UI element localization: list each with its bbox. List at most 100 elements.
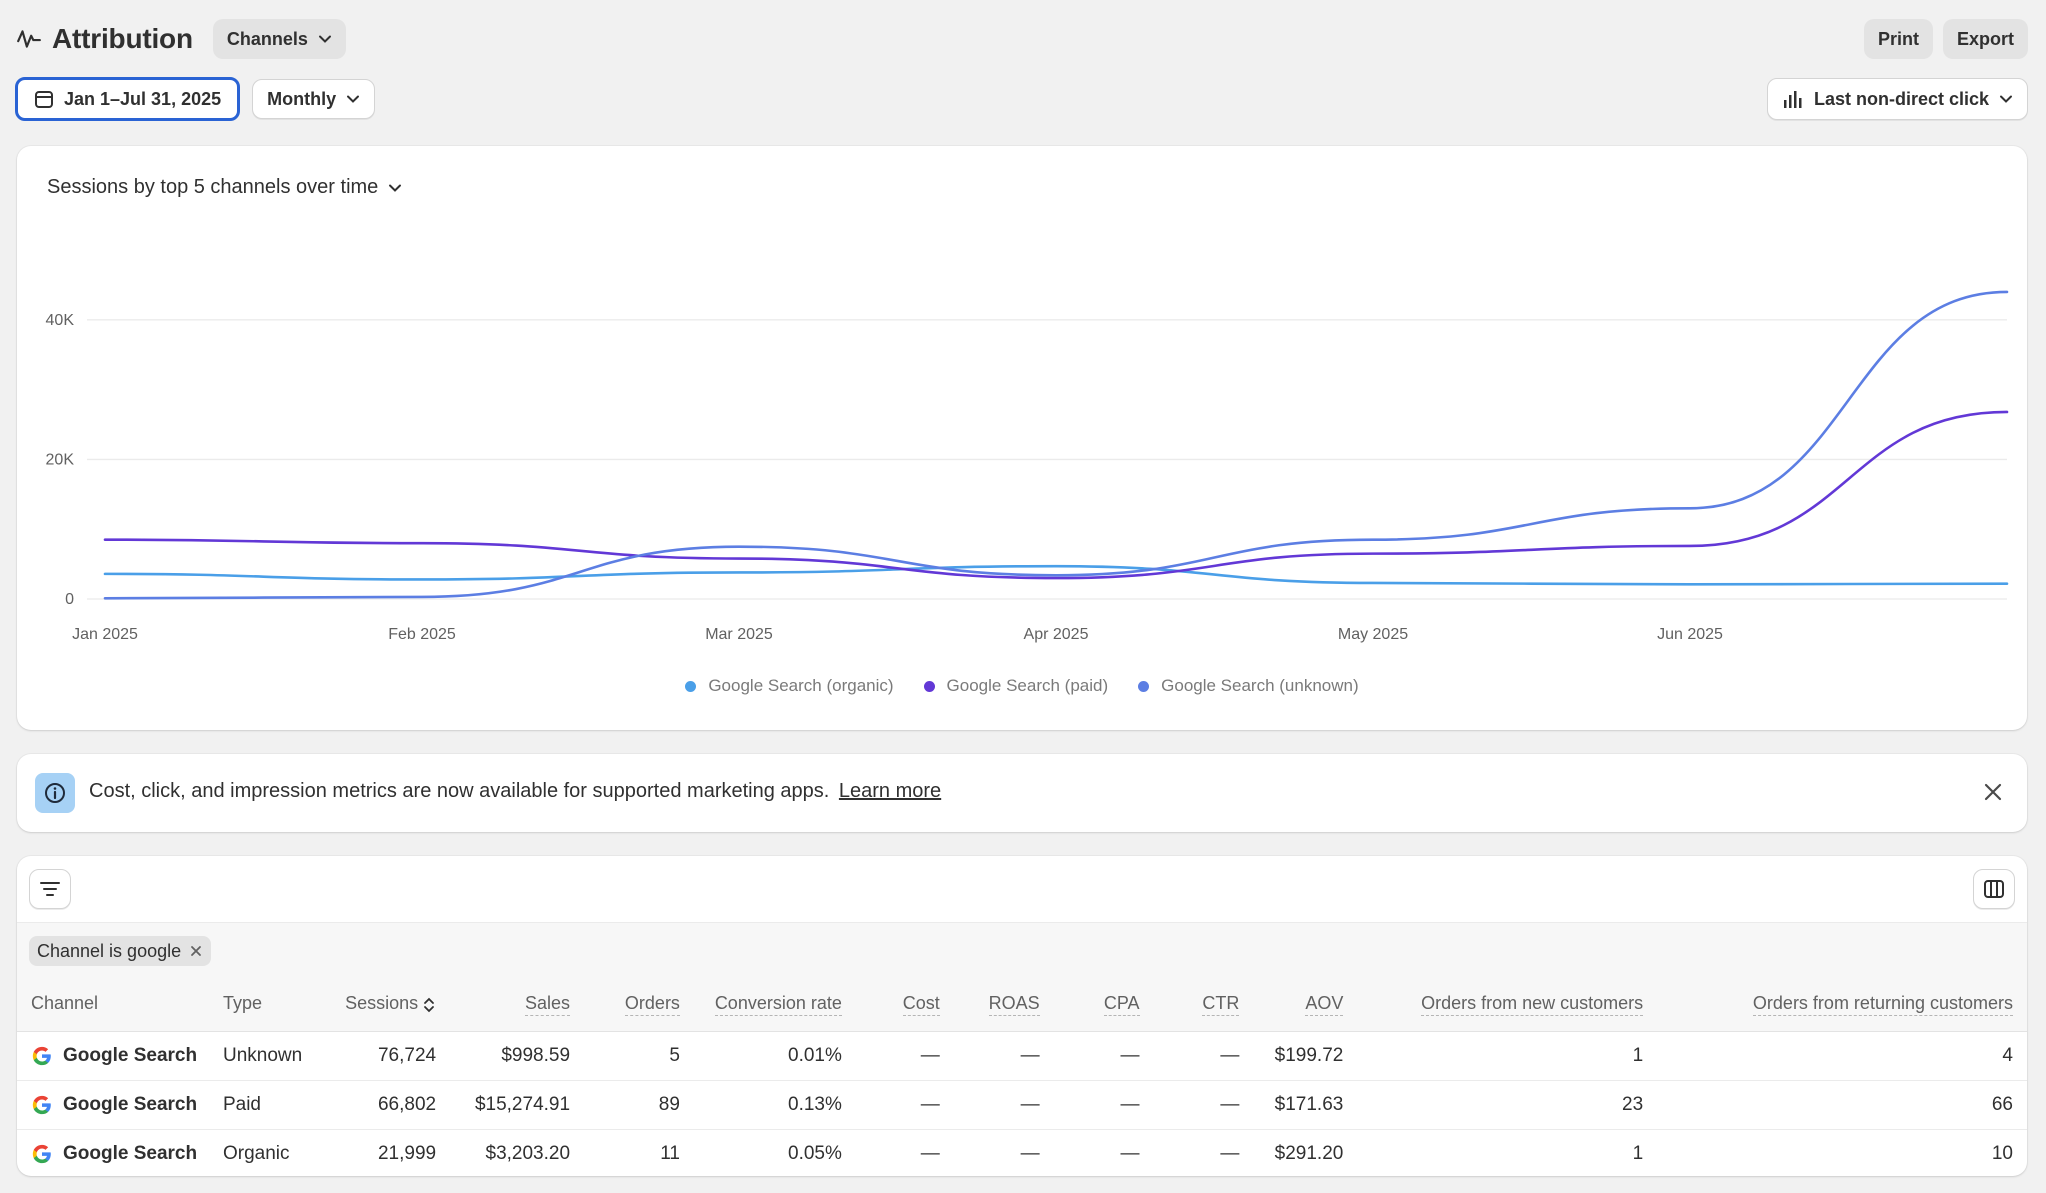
cell-conversion-rate: 0.01% [689,1031,852,1081]
cell-cpa: — [1049,1080,1150,1130]
analytics-icon [17,30,41,48]
filter-bar: Jan 1–Jul 31, 2025 Monthly Last non-dire… [15,77,2028,121]
column-header-orders[interactable]: Orders [580,977,690,1032]
remove-filter-icon[interactable] [189,944,203,958]
columns-button[interactable] [1973,869,2015,909]
x-tick-label: Jan 2025 [72,626,138,643]
cell-orders-from-new-customers: 1 [1353,1031,1654,1081]
legend-label: Google Search (organic) [708,676,894,695]
column-header-conversion-rate[interactable]: Conversion rate [689,977,852,1032]
header-actions: Print Export [1863,19,2028,59]
cell-orders-from-returning-customers: 4 [1653,1031,2027,1081]
date-range-picker[interactable]: Jan 1–Jul 31, 2025 [15,77,241,121]
cell-ctr: — [1149,1080,1250,1130]
banner-message: Cost, click, and impression metrics are … [89,780,941,803]
column-header-label: Sales [525,993,571,1017]
legend-label: Google Search (unknown) [1161,676,1359,695]
google-icon [32,1144,51,1163]
legend-item[interactable]: Google Search (unknown) [1138,676,1359,696]
granularity-dropdown[interactable]: Monthly [252,79,376,119]
cell-aov: $291.20 [1274,1142,1344,1164]
channel-name[interactable]: Google Search [31,1094,203,1116]
top-bar: Attribution Channels Print Export [16,18,2028,60]
table-row[interactable]: Google Search Organic 21,999 $3,203.20 11 0.0… [17,1129,2027,1176]
filter-sort-button[interactable] [29,869,71,909]
filter-chip-label: Channel is google [37,940,182,961]
x-tick-label: Apr 2025 [1024,626,1089,643]
cell-sessions: 76,724 [312,1031,447,1081]
x-tick-label: Jun 2025 [1657,626,1723,643]
table-header-row: Channel Type Sessions Sales Orders Conversion… [17,977,2027,1032]
channel-label: Google Search [63,1142,198,1164]
column-header-sales[interactable]: Sales [446,977,581,1032]
filter-lines-icon [40,882,60,896]
cell-cost: — [851,1080,950,1130]
column-header-orders-from-new-customers[interactable]: Orders from new customers [1353,977,1654,1032]
series-line-google-search-unknown [103,290,2009,600]
x-tick-label: Mar 2025 [705,626,773,643]
filter-chip[interactable]: Channel is google [29,936,212,966]
column-header-sessions[interactable]: Sessions [312,977,447,1032]
cell-cpa: — [1120,1142,1140,1164]
column-header-cpa[interactable]: CPA [1049,977,1150,1032]
close-icon[interactable] [1981,780,2005,804]
cell-roas: — [949,1080,1050,1130]
column-header-label: Sessions [345,993,419,1014]
channel-name[interactable]: Google Search [31,1045,203,1067]
cell-roas: — [1020,1142,1040,1164]
cell-sessions: 21,999 [377,1142,437,1164]
attribution-model-dropdown[interactable]: Last non-direct click [1766,78,2028,120]
filter-chip-row: Channel is google [17,923,2027,977]
learn-more-link[interactable]: Learn more [838,780,942,802]
channels-dropdown[interactable]: Channels [212,19,346,59]
cell-conversion-rate: 0.13% [689,1080,852,1130]
column-header-label: AOV [1305,993,1344,1017]
legend-dot [923,680,935,692]
export-button[interactable]: Export [1942,19,2028,59]
column-header-aov[interactable]: AOV [1249,977,1354,1032]
column-header-label: Orders from new customers [1421,993,1644,1017]
cell-orders-from-returning-customers: 10 [1991,1142,2013,1164]
chart-metric-dropdown[interactable]: Sessions by top 5 channels over time [47,176,402,199]
cell-orders: 5 [580,1031,690,1081]
column-header-roas[interactable]: ROAS [949,977,1050,1032]
cell-sales: $3,203.20 [485,1142,571,1164]
y-tick-label: 0 [65,591,74,608]
chevron-down-icon [2000,95,2012,103]
column-header-ctr[interactable]: CTR [1149,977,1250,1032]
legend-item[interactable]: Google Search (organic) [685,676,894,696]
chevron-down-icon [389,184,402,192]
table-row[interactable]: Google Search Unknown 76,724 $998.59 5 0.01% —… [17,1031,2027,1081]
column-header-label: Conversion rate [714,993,842,1017]
column-header-cost[interactable]: Cost [851,977,950,1032]
column-header-label: CPA [1103,993,1140,1017]
channels-dropdown-label: Channels [226,28,308,49]
cell-orders-from-new-customers: 1 [1632,1142,1644,1164]
chevron-down-icon [347,95,360,103]
y-tick-label: 20K [46,451,75,468]
channel-name[interactable]: Google Search [31,1143,203,1165]
cell-cost: — [920,1142,940,1164]
chevron-down-icon [318,35,331,43]
chart-title: Sessions by top 5 channels over time [47,176,379,198]
sort-icon[interactable] [422,996,436,1014]
column-header-type[interactable]: Type [212,977,313,1032]
cell-orders: 89 [580,1080,690,1130]
channel-label: Google Search [63,1044,198,1066]
attribution-model-label: Last non-direct click [1813,88,1989,109]
toolbar-divider [17,922,2027,923]
chart-card: 0 20K 40K Jan 2025 Feb 2025 Mar 2025 Apr 2025 M… [17,146,2027,730]
x-tick-label: Feb 2025 [388,626,456,643]
legend-item[interactable]: Google Search (paid) [923,676,1108,696]
cell-type: Unknown [212,1031,313,1081]
y-tick-label: 40K [46,312,75,329]
column-header-channel[interactable]: Channel [17,977,213,1032]
print-button[interactable]: Print [1863,19,1933,59]
cell-roas: — [949,1031,1050,1081]
cell-channel: Google Search [17,1031,213,1081]
table-row[interactable]: Google Search Paid 66,802 $15,274.91 89 0.13%… [17,1080,2027,1130]
cell-channel: Google Search [17,1080,213,1130]
cell-sales: $15,274.91 [446,1080,581,1130]
column-header-orders-from-returning-customers[interactable]: Orders from returning customers [1653,977,2027,1032]
cell-type: Organic [222,1142,290,1164]
